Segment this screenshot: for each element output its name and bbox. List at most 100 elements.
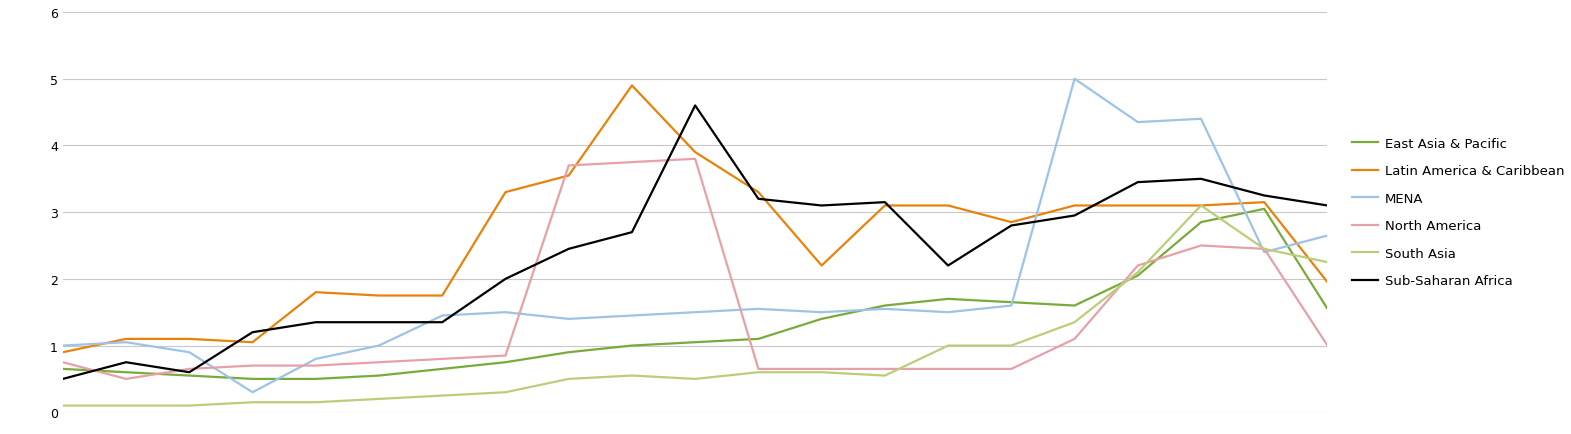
Sub-Saharan Africa xyxy=(939,263,958,269)
Latin America & Caribbean xyxy=(369,293,388,299)
Sub-Saharan Africa xyxy=(496,276,515,282)
East Asia & Pacific xyxy=(1255,207,1274,212)
East Asia & Pacific xyxy=(432,366,452,372)
Sub-Saharan Africa xyxy=(622,230,641,235)
South Asia xyxy=(432,393,452,398)
Sub-Saharan Africa xyxy=(1002,224,1021,229)
South Asia xyxy=(812,370,831,375)
North America xyxy=(1065,336,1084,342)
Sub-Saharan Africa xyxy=(306,320,325,325)
East Asia & Pacific xyxy=(1065,303,1084,309)
North America xyxy=(812,366,831,372)
MENA xyxy=(939,310,958,315)
MENA xyxy=(116,340,135,345)
MENA xyxy=(875,306,894,312)
Latin America & Caribbean xyxy=(1255,200,1274,205)
Line: Latin America & Caribbean: Latin America & Caribbean xyxy=(63,86,1327,352)
South Asia xyxy=(306,400,325,405)
South Asia xyxy=(116,403,135,408)
Line: North America: North America xyxy=(63,159,1327,379)
MENA xyxy=(1318,233,1337,239)
Line: East Asia & Pacific: East Asia & Pacific xyxy=(63,209,1327,379)
North America xyxy=(432,356,452,362)
North America xyxy=(685,157,704,162)
Legend: East Asia & Pacific, Latin America & Caribbean, MENA, North America, South Asia,: East Asia & Pacific, Latin America & Car… xyxy=(1346,132,1569,293)
MENA xyxy=(685,310,704,315)
MENA xyxy=(179,350,198,355)
East Asia & Pacific xyxy=(116,370,135,375)
Sub-Saharan Africa xyxy=(812,204,831,209)
Latin America & Caribbean xyxy=(875,204,894,209)
Sub-Saharan Africa xyxy=(1318,204,1337,209)
Sub-Saharan Africa xyxy=(1128,180,1147,185)
East Asia & Pacific xyxy=(53,366,72,372)
South Asia xyxy=(179,403,198,408)
MENA xyxy=(1065,77,1084,82)
Latin America & Caribbean xyxy=(1065,204,1084,209)
East Asia & Pacific xyxy=(496,360,515,365)
East Asia & Pacific xyxy=(875,303,894,309)
East Asia & Pacific xyxy=(622,343,641,349)
Line: Sub-Saharan Africa: Sub-Saharan Africa xyxy=(63,106,1327,379)
North America xyxy=(306,363,325,368)
Sub-Saharan Africa xyxy=(116,360,135,365)
North America xyxy=(179,366,198,372)
Sub-Saharan Africa xyxy=(244,330,262,335)
MENA xyxy=(1191,117,1210,122)
North America xyxy=(116,376,135,381)
Line: MENA: MENA xyxy=(63,79,1327,392)
Latin America & Caribbean xyxy=(179,336,198,342)
Latin America & Caribbean xyxy=(1191,204,1210,209)
South Asia xyxy=(939,343,958,349)
Sub-Saharan Africa xyxy=(749,197,768,202)
Latin America & Caribbean xyxy=(1318,280,1337,285)
Latin America & Caribbean xyxy=(559,174,578,179)
MENA xyxy=(1255,250,1274,255)
Latin America & Caribbean xyxy=(685,150,704,155)
North America xyxy=(369,360,388,365)
South Asia xyxy=(875,373,894,378)
Sub-Saharan Africa xyxy=(1065,214,1084,219)
South Asia xyxy=(1002,343,1021,349)
East Asia & Pacific xyxy=(1128,273,1147,279)
North America xyxy=(496,353,515,358)
MENA xyxy=(559,316,578,322)
North America xyxy=(1318,343,1337,349)
North America xyxy=(53,360,72,365)
MENA xyxy=(432,313,452,319)
MENA xyxy=(369,343,388,349)
East Asia & Pacific xyxy=(685,340,704,345)
Sub-Saharan Africa xyxy=(875,200,894,205)
Latin America & Caribbean xyxy=(749,190,768,195)
North America xyxy=(1128,263,1147,269)
East Asia & Pacific xyxy=(939,296,958,302)
MENA xyxy=(496,310,515,315)
East Asia & Pacific xyxy=(369,373,388,378)
MENA xyxy=(53,343,72,349)
Latin America & Caribbean xyxy=(1002,220,1021,225)
South Asia xyxy=(559,376,578,381)
East Asia & Pacific xyxy=(306,376,325,381)
North America xyxy=(1191,243,1210,249)
Sub-Saharan Africa xyxy=(559,247,578,252)
Sub-Saharan Africa xyxy=(432,320,452,325)
MENA xyxy=(1002,303,1021,309)
Sub-Saharan Africa xyxy=(1255,194,1274,199)
Latin America & Caribbean xyxy=(496,190,515,195)
North America xyxy=(559,164,578,169)
Latin America & Caribbean xyxy=(306,290,325,295)
South Asia xyxy=(53,403,72,408)
South Asia xyxy=(1191,204,1210,209)
North America xyxy=(939,366,958,372)
Latin America & Caribbean xyxy=(432,293,452,299)
South Asia xyxy=(1065,320,1084,325)
South Asia xyxy=(685,376,704,381)
Latin America & Caribbean xyxy=(812,263,831,269)
Latin America & Caribbean xyxy=(939,204,958,209)
East Asia & Pacific xyxy=(749,336,768,342)
MENA xyxy=(1128,120,1147,125)
MENA xyxy=(622,313,641,319)
Latin America & Caribbean xyxy=(622,84,641,89)
South Asia xyxy=(622,373,641,378)
Sub-Saharan Africa xyxy=(685,104,704,109)
